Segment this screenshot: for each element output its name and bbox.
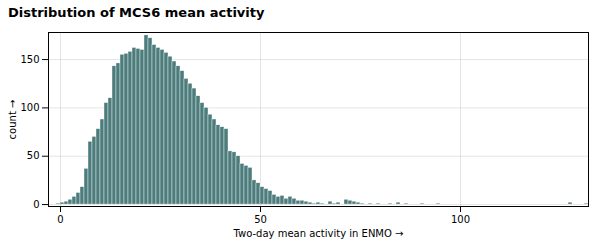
svg-text:100: 100	[451, 214, 470, 225]
svg-text:50: 50	[27, 150, 40, 161]
svg-text:0: 0	[33, 199, 39, 210]
svg-text:50: 50	[254, 214, 267, 225]
html-text:Distribution of MCS6 mean acti: Distribution of MCS6 mean activity	[8, 5, 265, 20]
svg-text:100: 100	[20, 102, 39, 113]
svg-text:Two-day mean activity in ENMO: Two-day mean activity in ENMO →	[233, 228, 404, 239]
svg-text:0: 0	[57, 214, 63, 225]
svg-text:count →: count →	[7, 100, 18, 140]
svg-text:150: 150	[20, 54, 39, 65]
